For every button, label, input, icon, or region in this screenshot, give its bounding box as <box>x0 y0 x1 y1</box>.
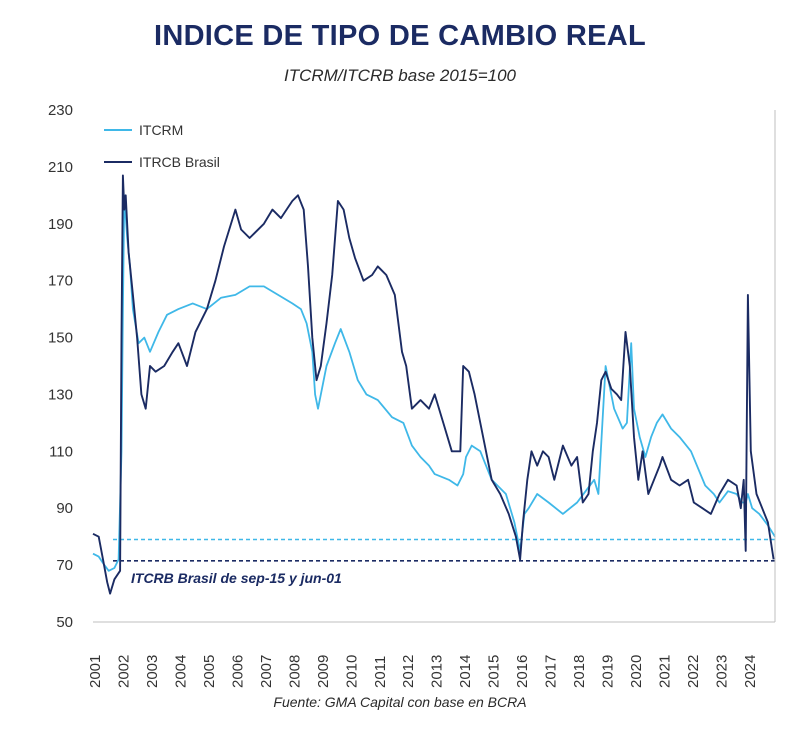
x-tick-label: 2004 <box>172 655 189 688</box>
x-tick-label: 2001 <box>87 655 104 688</box>
x-tick-label: 2005 <box>201 655 218 688</box>
x-tick-label: 2003 <box>144 655 161 688</box>
y-axis: 50 70 90 110 130 150 170 190 210 230 <box>48 102 73 631</box>
y-tick-label: 130 <box>48 386 73 403</box>
x-tick-label: 2014 <box>457 655 474 688</box>
series-group <box>92 174 776 595</box>
y-tick-label: 170 <box>48 273 73 290</box>
y-tick-label: 110 <box>49 443 73 460</box>
y-tick-label: 90 <box>56 500 73 517</box>
x-tick-label: 2006 <box>229 655 246 688</box>
reference-annotation: ITCRB Brasil de sep-15 y jun-01 <box>131 570 342 586</box>
x-tick-label: 2010 <box>343 655 360 688</box>
x-tick-label: 2013 <box>429 655 446 688</box>
y-tick-label: 210 <box>48 159 73 176</box>
x-tick-label: 2015 <box>486 655 503 688</box>
reference-lines <box>113 538 775 562</box>
x-tick-label: 2007 <box>258 655 275 688</box>
series-line-itcrm <box>92 194 776 572</box>
y-tick-label: 70 <box>56 557 73 574</box>
x-axis: 2001 2002 2003 2004 2005 2006 2007 2008 2009 2010… <box>87 655 759 688</box>
x-tick-label: 2002 <box>115 655 132 688</box>
x-tick-label: 2023 <box>713 655 730 688</box>
x-tick-label: 2020 <box>628 655 645 688</box>
legend: ITCRM ITRCB Brasil <box>104 122 220 170</box>
x-tick-label: 2009 <box>315 655 332 688</box>
x-tick-label: 2019 <box>600 655 617 688</box>
y-tick-label: 190 <box>48 216 73 233</box>
series-line-itrcb-brasil <box>92 174 775 595</box>
y-tick-label: 150 <box>48 330 73 347</box>
x-tick-label: 2021 <box>657 655 674 688</box>
x-tick-label: 2008 <box>286 655 303 688</box>
x-tick-label: 2011 <box>372 656 389 688</box>
y-tick-label: 230 <box>48 102 73 119</box>
x-tick-label: 2017 <box>543 655 560 688</box>
x-tick-label: 2024 <box>742 655 759 688</box>
x-tick-label: 2018 <box>571 655 588 688</box>
legend-label-itcrm: ITCRM <box>139 122 183 138</box>
x-tick-label: 2012 <box>400 655 417 688</box>
x-tick-label: 2022 <box>685 655 702 688</box>
chart-subtitle: ITCRM/ITCRB base 2015=100 <box>284 66 516 85</box>
chart-title: INDICE DE TIPO DE CAMBIO REAL <box>153 20 647 52</box>
source-note: Fuente: GMA Capital con base en BCRA <box>273 694 527 710</box>
legend-label-itrcb-brasil: ITRCB Brasil <box>139 154 220 170</box>
x-tick-label: 2016 <box>514 655 531 688</box>
y-tick-label: 50 <box>56 614 73 631</box>
